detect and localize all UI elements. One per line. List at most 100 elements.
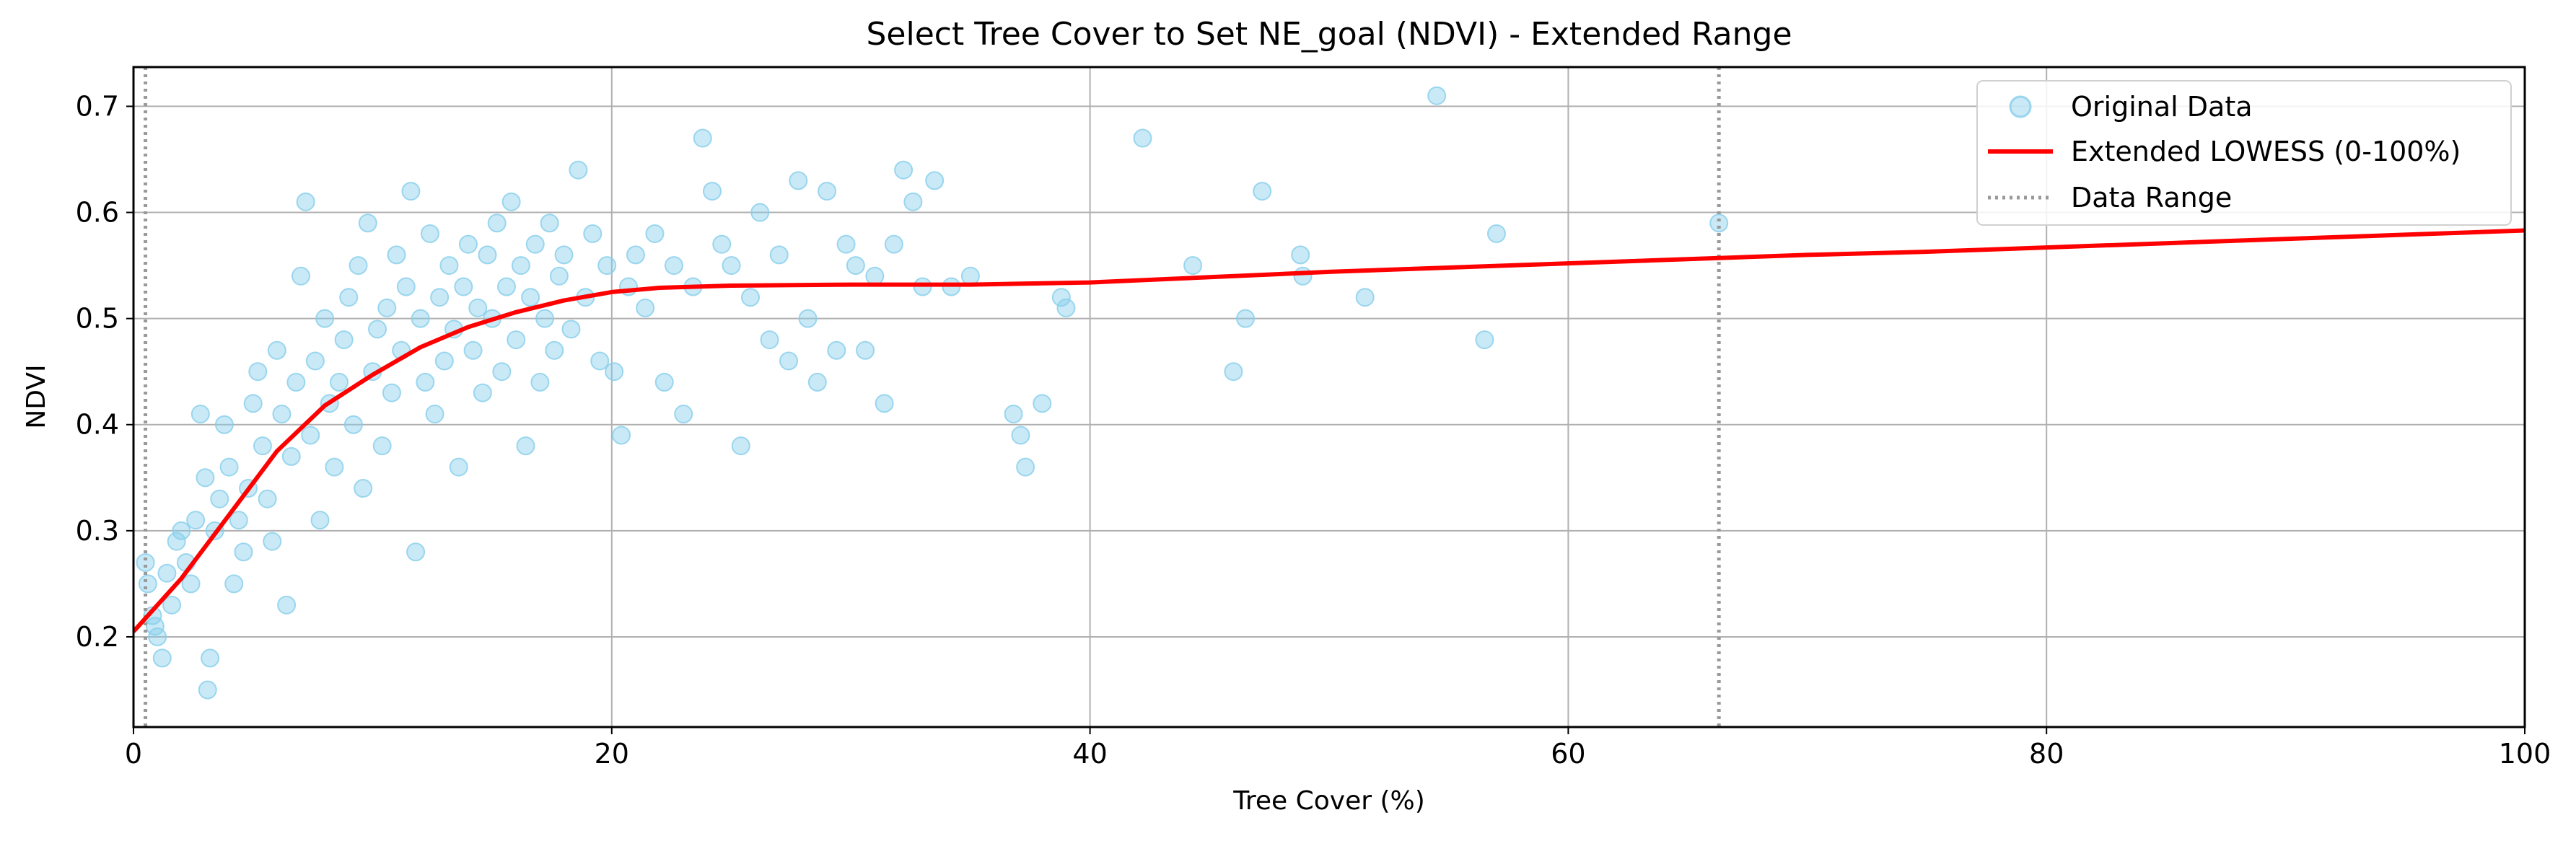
scatter-point	[856, 340, 875, 360]
scatter-point	[301, 426, 320, 445]
scatter-point	[473, 383, 492, 402]
scatter-point	[272, 405, 292, 424]
legend-label-lowess: Extended LOWESS (0-100%)	[2071, 136, 2461, 167]
scatter-point	[535, 309, 555, 328]
scatter-point	[248, 362, 268, 382]
scatter-point	[219, 457, 239, 477]
scatter-point	[664, 256, 683, 276]
scatter-point	[201, 648, 220, 668]
scatter-point	[645, 224, 665, 243]
scatter-point	[1004, 405, 1023, 424]
scatter-point	[875, 394, 894, 413]
scatter-point	[569, 160, 588, 180]
scatter-point	[1016, 457, 1035, 477]
scatter-point	[430, 288, 450, 307]
scatter-point	[769, 245, 789, 265]
scatter-point	[1709, 213, 1729, 233]
scatter-point	[339, 288, 359, 307]
scatter-point	[903, 192, 923, 211]
scatter-point	[702, 182, 722, 201]
scatter-point	[540, 213, 559, 233]
scatter-point	[305, 351, 325, 371]
scatter-point	[243, 394, 263, 413]
scatter-point	[807, 372, 827, 392]
scatter-point	[501, 192, 521, 211]
scatter-point	[750, 203, 770, 222]
scatter-point	[136, 552, 155, 572]
scatter-point	[597, 256, 617, 276]
scatter-point	[561, 320, 581, 339]
scatter-point	[605, 362, 624, 382]
data-range-lines	[144, 67, 1721, 727]
scatter-point	[286, 372, 306, 392]
legend: Original Data Extended LOWESS (0-100%) D…	[1976, 80, 2512, 226]
scatter-point	[549, 266, 569, 286]
plot-frame	[132, 66, 2526, 728]
scatter-point	[654, 372, 674, 392]
axis-ticks: 0 20 40 60 80 100 0.2 0.3 0.4 0.5 0.6 0.7	[76, 90, 2551, 770]
scatter-point	[545, 340, 564, 360]
chart-title: Select Tree Cover to Set NE_goal (NDVI) …	[866, 16, 1792, 53]
scatter-points	[136, 86, 1729, 700]
scatter-point	[511, 256, 530, 276]
scatter-point	[731, 436, 750, 456]
scatter-point	[496, 277, 516, 296]
scatter-point	[1475, 330, 1494, 350]
x-axis-label: Tree Cover (%)	[1232, 786, 1425, 816]
scatter-point	[507, 330, 526, 350]
scatter-point	[330, 372, 349, 392]
x-tick-label: 20	[595, 738, 629, 770]
x-tick-label: 40	[1072, 738, 1107, 770]
scatter-point	[406, 542, 426, 562]
scatter-point	[492, 362, 512, 382]
scatter-point	[377, 298, 397, 317]
scatter-point	[1056, 298, 1076, 317]
scatter-point	[224, 574, 244, 594]
scatter-point	[478, 245, 497, 265]
scatter-point	[554, 245, 574, 265]
scatter-point	[1011, 426, 1030, 445]
scatter-point	[789, 171, 808, 190]
scatter-point	[387, 245, 406, 265]
scatter-point	[626, 245, 645, 265]
scatter-point	[525, 234, 545, 254]
scatter-point	[1224, 362, 1243, 382]
scatter-point	[1486, 224, 1506, 243]
y-axis-label: NDVI	[22, 364, 51, 428]
scatter-point	[425, 405, 444, 424]
scatter-point	[827, 340, 846, 360]
scatter-point	[310, 511, 330, 530]
scatter-point	[167, 532, 186, 551]
scatter-point	[354, 479, 373, 498]
scatter-point	[674, 405, 693, 424]
scatter-point	[234, 542, 253, 562]
scatter-point	[434, 351, 454, 371]
x-tick-label: 80	[2029, 738, 2064, 770]
scatter-point	[325, 457, 344, 477]
scatter-point	[1427, 86, 1447, 105]
scatter-point	[138, 574, 157, 594]
scatter-point	[411, 309, 430, 328]
scatter-point	[416, 372, 435, 392]
scatter-point	[296, 192, 315, 211]
scatter-point	[798, 309, 818, 328]
scatter-point	[1355, 288, 1375, 307]
scatter-point	[253, 436, 272, 456]
y-tick-label: 0.5	[76, 303, 119, 335]
scatter-point	[162, 595, 182, 615]
scatter-point	[157, 563, 177, 583]
scatter-point	[258, 489, 277, 508]
scatter-point	[865, 266, 885, 286]
x-tick-label: 60	[1551, 738, 1585, 770]
scatter-point	[449, 457, 468, 477]
scatter-point	[521, 288, 540, 307]
scatter-point	[1033, 394, 1052, 413]
scatter-point	[267, 340, 286, 360]
scatter-point	[468, 298, 488, 317]
scatter-point	[463, 340, 483, 360]
scatter-point	[334, 330, 354, 350]
scatter-point	[636, 298, 655, 317]
scatter-point	[530, 372, 550, 392]
scatter-point	[693, 128, 712, 148]
